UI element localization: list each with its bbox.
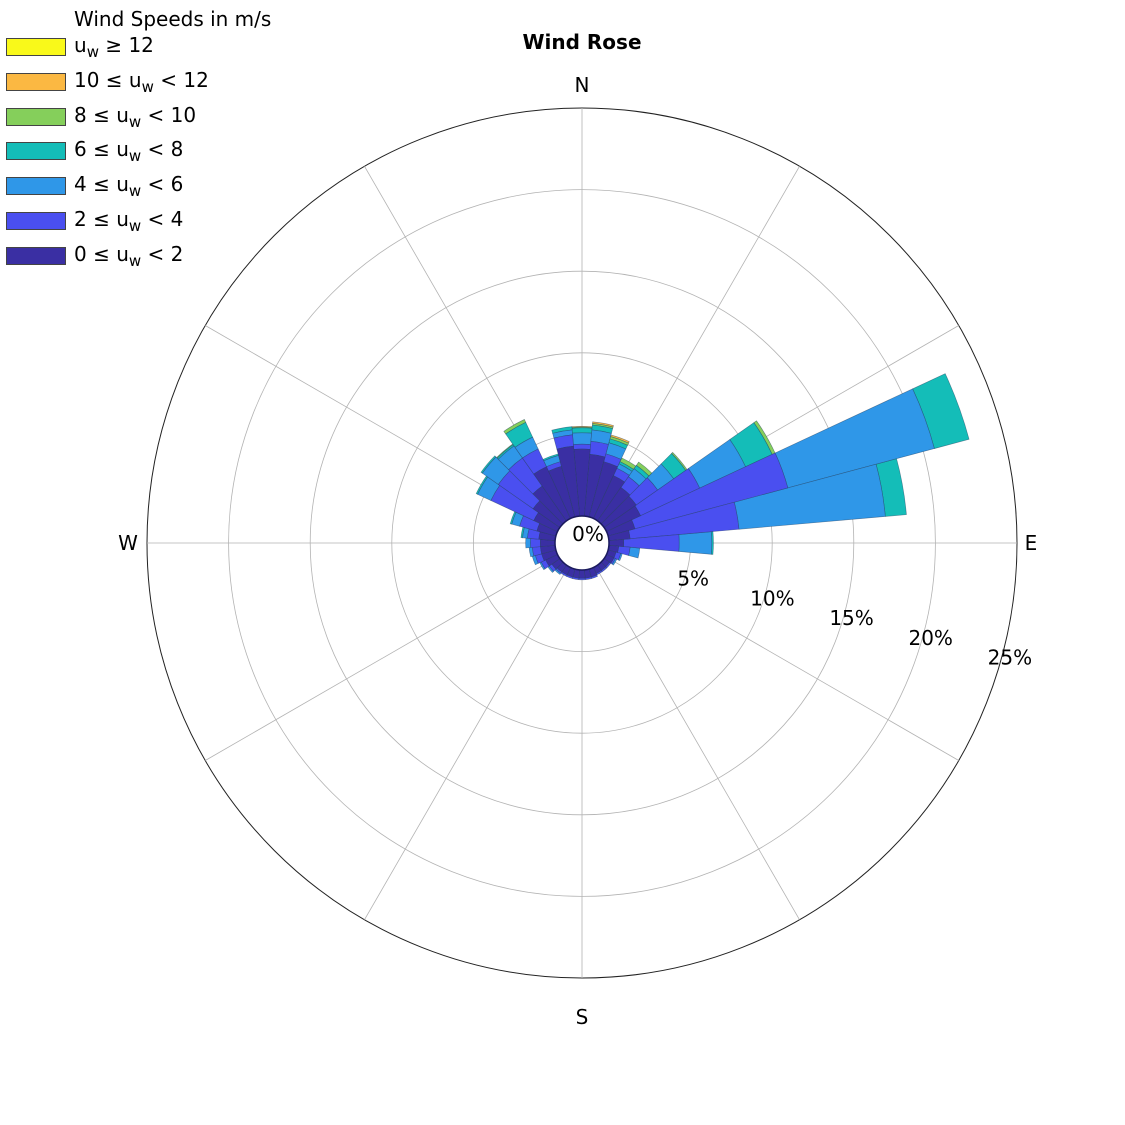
bar-dir270-bin1 [530, 538, 541, 548]
legend-label: 4 ≤ uw < 6 [74, 172, 184, 201]
legend-swatch [6, 38, 66, 56]
legend-label: 0 ≤ uw < 2 [74, 241, 184, 270]
center-label: 0% [572, 522, 604, 546]
chart-overlay [554, 515, 610, 571]
grid-spoke-210 [364, 566, 569, 920]
legend-swatch [6, 72, 66, 91]
bar-dir180-bin0 [578, 569, 586, 579]
polar-grid [146, 107, 1018, 979]
bar-dir0-bin2 [572, 432, 592, 445]
bar-dir0-bin3 [571, 427, 593, 434]
radial-tick-label-10: 10% [750, 586, 794, 610]
legend-label: 6 ≤ uw < 8 [74, 137, 184, 166]
legend-item-bin5: 10 ≤ uw < 12 [0, 67, 300, 105]
chart-title: Wind Rose [522, 30, 641, 54]
radial-tick-label-20: 20% [908, 626, 952, 650]
direction-label-e: E [1025, 531, 1038, 555]
chart-labels: 0% 5% 10% 15% 20% 25% N E S W Wind Rose [118, 30, 1037, 1029]
bar-dir0-bin1 [573, 443, 591, 450]
bar-dir100-bin2 [628, 546, 641, 559]
grid-spoke-120 [605, 556, 959, 761]
legend-label: 10 ≤ uw < 12 [74, 67, 209, 96]
legend-swatch [6, 142, 66, 161]
grid-spoke-240 [205, 556, 559, 761]
legend-swatch [6, 107, 66, 126]
bar-dir270-bin2 [525, 537, 532, 549]
radial-tick-label-25: 25% [988, 646, 1032, 670]
legend-item-bin6: uw ≥ 12 [0, 33, 300, 70]
direction-label-n: N [575, 73, 590, 97]
radial-tick-label-5: 5% [677, 567, 709, 591]
center-circle [554, 515, 610, 571]
direction-label-s: S [576, 1005, 589, 1029]
grid-spoke-150 [595, 566, 800, 920]
legend-item-bin2: 4 ≤ uw < 6 [0, 172, 300, 209]
grid-spoke-30 [595, 166, 800, 520]
legend-label: uw ≥ 12 [74, 33, 154, 61]
legend-label: 2 ≤ uw < 4 [74, 207, 184, 235]
legend-swatch [6, 212, 66, 230]
legend-swatch [6, 177, 66, 196]
legend-label: 8 ≤ uw < 10 [74, 102, 197, 131]
legend-item-bin1: 2 ≤ uw < 4 [0, 207, 300, 244]
legend-item-bin0: 0 ≤ uw < 2 [0, 241, 300, 279]
legend-item-bin3: 6 ≤ uw < 8 [0, 137, 300, 174]
legend: Wind Speeds in m/s uw ≥ 12 10 ≤ uw < 12 8 … [0, 0, 300, 280]
legend-title: Wind Speeds in m/s [74, 7, 272, 31]
wind-rose-bars [475, 373, 970, 581]
radial-tick-label-15: 15% [829, 606, 873, 630]
legend-swatch [6, 246, 66, 265]
legend-item-bin4: 8 ≤ uw < 10 [0, 102, 300, 140]
bar-dir90-bin2 [678, 531, 713, 555]
direction-label-w: W [118, 531, 138, 555]
